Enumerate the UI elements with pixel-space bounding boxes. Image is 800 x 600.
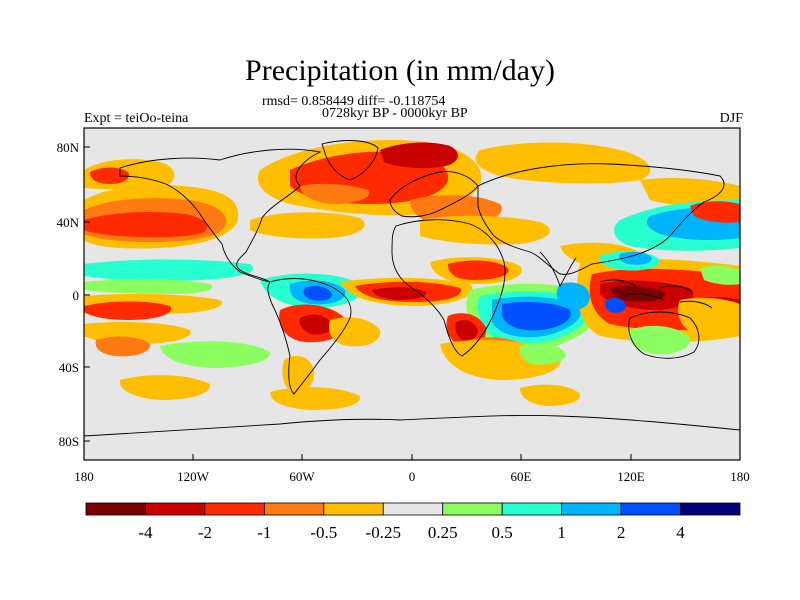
anomaly-patch [619, 251, 652, 265]
lon-label: 120W [177, 469, 210, 484]
anomaly-patch [303, 286, 332, 301]
colorbar-swatch [620, 502, 681, 516]
lon-label: 60W [289, 469, 315, 484]
anomaly-patch [640, 178, 740, 208]
lat-label: 0 [73, 288, 80, 303]
anomaly-patch [678, 297, 740, 338]
coast-europe [389, 171, 479, 218]
coast-maritime [599, 279, 713, 309]
lat-label: 40N [57, 215, 80, 230]
lat-label: 40S [59, 360, 79, 375]
anomaly-patch [380, 142, 458, 169]
colorbar-label: 1 [557, 523, 566, 542]
colorbar-label: -4 [138, 523, 153, 542]
colorbar-swatch [85, 502, 146, 516]
lat-label: 80N [57, 140, 80, 155]
colorbar-label: 4 [676, 523, 685, 542]
anomaly-patch [160, 341, 271, 368]
anomaly-patch [604, 298, 626, 313]
anomaly-patch [84, 279, 213, 294]
precip-anomaly-field [84, 140, 740, 410]
lon-label: 180 [730, 469, 750, 484]
coast-australia [628, 311, 700, 359]
period-line: 0728kyr BP - 0000kyr BP [322, 106, 468, 121]
colorbar-label: 0.5 [492, 523, 513, 542]
anomaly-patch [519, 343, 566, 365]
map-title: Precipitation (in mm/day) [245, 54, 555, 87]
anomaly-patch [90, 167, 130, 184]
lon-labels: 180 120W 60W 0 60E 120E 180 [74, 469, 750, 484]
coast-asia [477, 163, 725, 275]
coast-north-america [119, 148, 322, 283]
lon-label: 60E [511, 469, 532, 484]
colorbar-swatch [561, 502, 622, 516]
coast-south-america [267, 278, 352, 395]
coastlines [84, 140, 740, 437]
stats-line: rmsd= 0.858449 diff= -0.118754 [262, 94, 446, 109]
anomaly-patch [420, 215, 550, 245]
lat-labels: 80N 40N 0 40S 80S [57, 140, 80, 449]
colorbar-label: 0.25 [428, 523, 458, 542]
season-label: DJF [719, 111, 743, 126]
anomaly-patch [84, 259, 254, 281]
coast-greenland [321, 140, 379, 181]
colorbar-swatch [680, 502, 741, 516]
colorbar-swatch [382, 502, 444, 516]
anomaly-patch [84, 212, 208, 238]
anomaly-patch [300, 183, 370, 204]
lon-label: 180 [74, 469, 94, 484]
anomaly-patch [629, 325, 691, 355]
lon-label: 120E [617, 469, 645, 484]
colorbar-label: -1 [257, 523, 271, 542]
colorbar-swatch [442, 502, 503, 516]
anomaly-patch [95, 336, 151, 357]
colorbar-label: 2 [617, 523, 626, 542]
anomaly-patch [328, 317, 381, 347]
anomaly-patch [119, 375, 211, 400]
anomaly-patch [556, 282, 590, 310]
colorbar-swatch [145, 502, 206, 516]
anomaly-patch [455, 320, 478, 341]
lat-label: 80S [59, 434, 79, 449]
coast-antarctica [84, 415, 740, 437]
colorbar-label: -0.5 [310, 523, 337, 542]
colorbar-swatch [204, 502, 265, 516]
lon-label: 0 [409, 469, 416, 484]
experiment-label: Expt = teiOo-teina [84, 111, 189, 126]
colorbar-swatch [323, 502, 384, 516]
colorbar-swatch [263, 502, 325, 516]
anomaly-patch [690, 201, 740, 223]
axis-ticks [83, 146, 741, 460]
colorbar-swatch [501, 502, 563, 516]
anomaly-patch [520, 384, 581, 406]
anomaly-patch [299, 314, 333, 335]
colorbar-label: -0.25 [366, 523, 401, 542]
anomaly-patch [84, 301, 172, 320]
colorbar-label: -2 [198, 523, 212, 542]
anomaly-patch [282, 355, 315, 393]
anomaly-patch [700, 265, 740, 285]
anomaly-patch [372, 287, 427, 300]
coast-africa [391, 219, 506, 357]
colorbar: -4 -2 -1 -0.5 -0.25 0.25 0.5 1 2 4 [85, 502, 741, 542]
anomaly-patch [448, 260, 509, 280]
anomaly-patch [250, 212, 365, 239]
anomaly-patch [475, 142, 651, 184]
anomaly-patch [502, 302, 571, 331]
coast-india [539, 251, 577, 288]
